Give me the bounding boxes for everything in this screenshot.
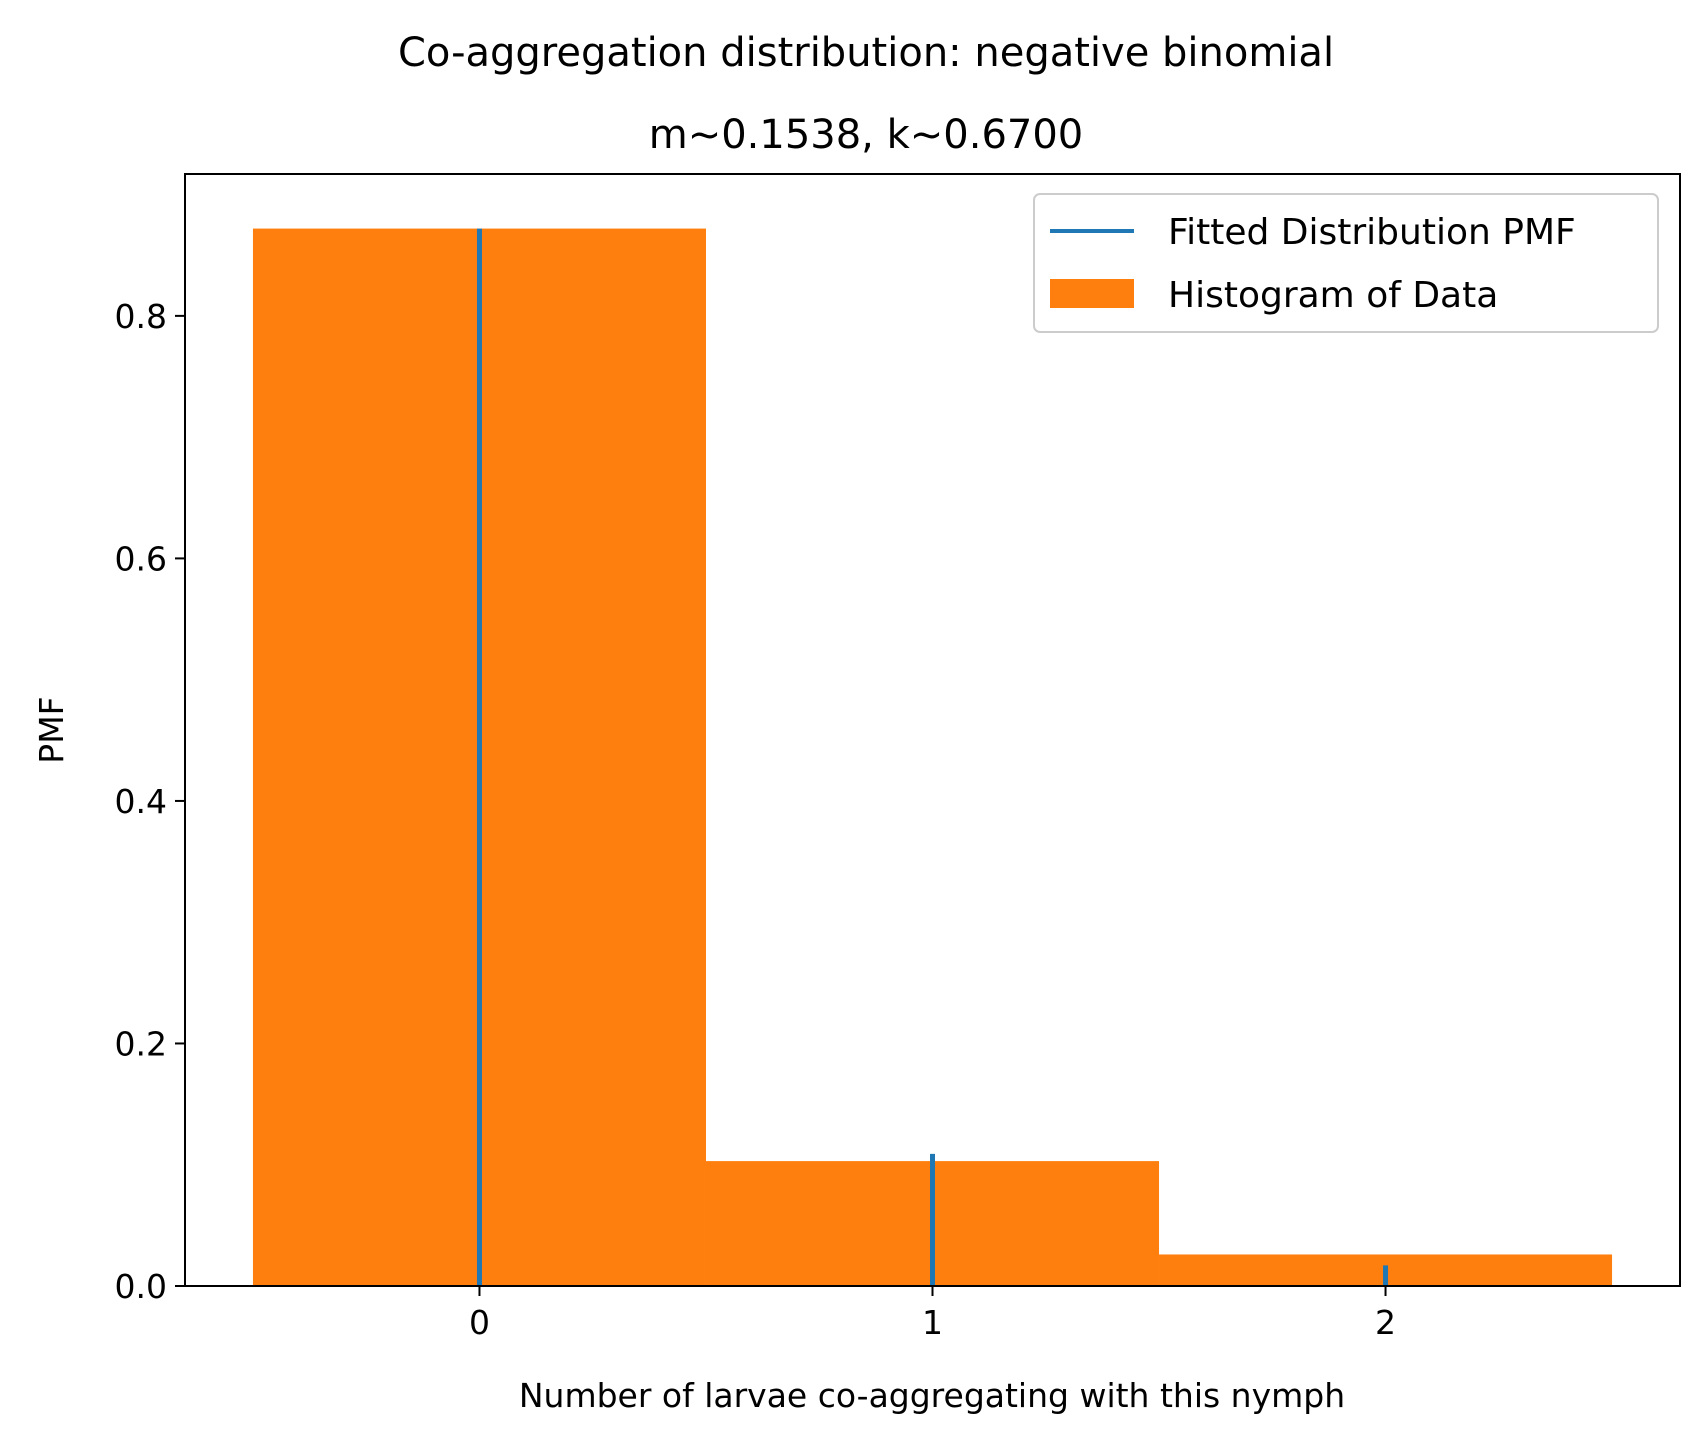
y-axis-ticks: 0.0 0.2 0.4 0.6 0.8 [115, 297, 185, 1306]
y-tick-label-2: 0.4 [115, 782, 167, 821]
legend: Fitted Distribution PMF Histogram of Dat… [1033, 193, 1659, 333]
legend-frame [1033, 193, 1659, 333]
x-axis-label: Number of larvae co-aggregating with thi… [519, 1376, 1345, 1415]
y-tick-label-3: 0.6 [115, 539, 167, 578]
chart-subtitle: m~0.1538, k~0.6700 [649, 112, 1084, 158]
x-tick-label-1: 1 [922, 1303, 943, 1342]
legend-swatch-histogram [1050, 279, 1134, 308]
chart-title: Co-aggregation distribution: negative bi… [398, 30, 1334, 76]
legend-label-fitted-pmf: Fitted Distribution PMF [1168, 212, 1576, 253]
x-axis-ticks: 0 1 2 [469, 1286, 1396, 1342]
x-tick-label-2: 2 [1375, 1303, 1396, 1342]
x-tick-label-0: 0 [469, 1303, 490, 1342]
stem-layer [476, 228, 1389, 1286]
y-axis-label: PMF [32, 696, 71, 763]
legend-label-histogram: Histogram of Data [1168, 275, 1498, 316]
y-tick-label-1: 0.2 [115, 1024, 167, 1063]
y-tick-label-0: 0.0 [115, 1267, 167, 1306]
y-tick-label-4: 0.8 [115, 297, 167, 336]
